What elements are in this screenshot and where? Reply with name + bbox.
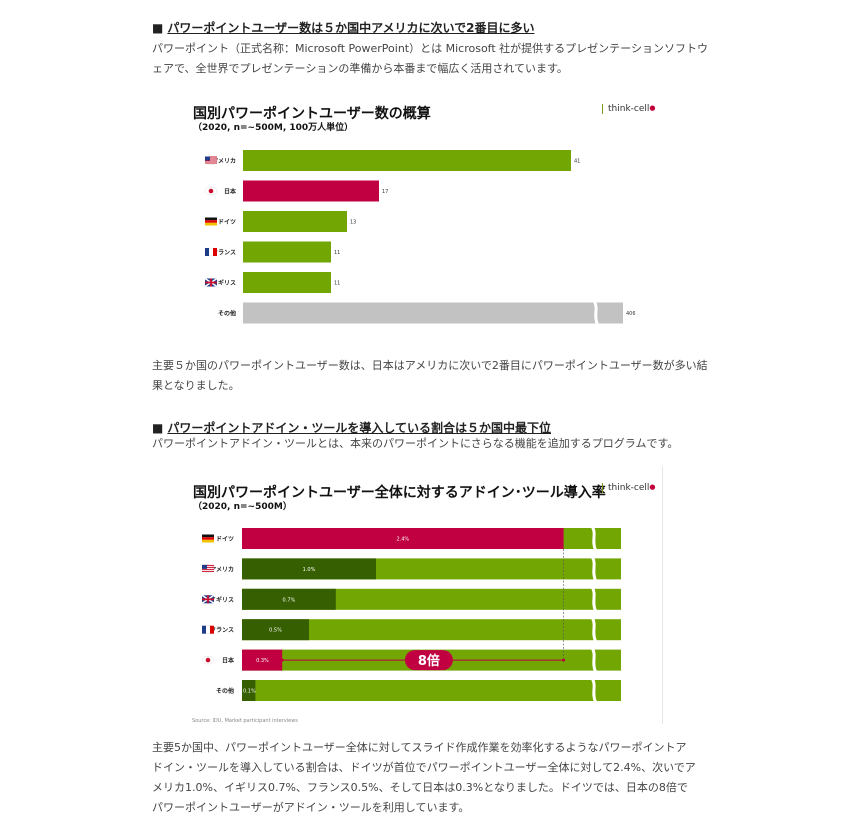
uk-flag-icon [201,594,215,604]
de-flag-icon [201,534,215,543]
chart1-bar [243,272,331,293]
fr-flag-icon [201,625,215,634]
section1-heading: ■ パワーポイントユーザー数は５か国中アメリカに次いで2番目に多い [152,21,535,35]
section2-heading: ■ パワーポイントアドイン・ツールを導入している割合は５か国中最下位 [152,421,551,435]
chart2-axis-break [591,526,597,551]
chart1-svg: アメリカ 41 日本 17 ドイツ 13 フランス 11 イギリス 11 その他 406 [204,150,636,326]
chart2-category-label: ドイツ [216,536,234,543]
chart2-value-label: 0.7% [283,597,296,603]
chart2-bar-segment [242,558,376,580]
de-flag-icon [204,217,218,226]
chart2-bar-total [242,588,621,610]
chart2-annotation-dot [280,658,284,662]
section2-conclusion: 主要5か国中、パワーポイントユーザー全体に対してスライド作成作業を効率化するよう… [152,741,696,814]
chart2-svg: ドイツ 2.4% アメリカ 1.0% イギリス 0.7% フランス 0.5% 日本 0.3% その他… [201,526,621,703]
logo-text-2: think-cell [608,483,650,493]
chart1-category-label: イギリス [212,279,236,287]
chart1-category-label: アメリカ [212,158,236,165]
chart2-value-label: 0.5% [269,628,282,634]
chart2-bar-segment [242,619,309,641]
chart1-category-label: ドイツ [218,219,236,226]
chart2-category-label: フランス [210,627,234,634]
chart1-bar [243,241,331,263]
us-flag-icon [201,564,215,574]
chart1-value-label: 41 [574,159,580,165]
chart1-bar [243,211,347,232]
chart1-value-label: 17 [382,189,388,195]
chart1-bar [243,150,571,171]
fr-flag-icon [204,247,218,257]
chart2-annotation-label: 8倍 [418,653,440,669]
section1-conclusion: 主要５か国のパワーポイントユーザー数は、日本はアメリカに次いで2番目にパワーポイ… [152,359,708,392]
chart2-source: Source: IDU, Market participant intervie… [192,718,298,724]
chart1-value-label: 11 [334,250,340,256]
chart1-title: 国別パワーポイントユーザー数の概算 [193,106,431,122]
section2-heading-text: パワーポイントアドイン・ツールを導入している割合は５か国中最下位 [167,421,551,435]
chart1-axis-break [593,300,599,326]
think-cell-logo-2: think-cell● [602,483,656,493]
jp-flag-icon [204,186,218,196]
chart2-frame-line [662,466,663,724]
chart1-value-label: 406 [626,311,636,317]
chart2-category-label: 日本 [222,657,235,665]
section2-intro: パワーポイントアドイン・ツールとは、本来のパワーポイントにさらなる機能を追加する… [152,437,679,450]
chart2-axis-break [591,556,597,581]
chart2-bar-segment [242,649,283,671]
chart2-subtitle: （2020, n=~500M） [193,502,292,512]
logo-text: think-cell [608,104,650,114]
chart1-subtitle: （2020, n=~500M, 100万人単位） [193,123,354,133]
section1-heading-text: パワーポイントユーザー数は５か国中アメリカに次いで2番目に多い [167,21,535,35]
chart2-value-label: 2.4% [396,537,409,543]
chart2-bar-segment [242,588,336,610]
chart2-bar-segment [242,680,256,701]
section1-intro: パワーポイント（正式名称：Microsoft PowerPoint）とは Mic… [152,42,708,75]
chart2-annotation-dot [562,658,566,662]
chart1-value-label: 13 [350,220,356,226]
chart1-category-label: その他 [218,310,236,318]
chart1-value-label: 11 [334,281,340,287]
chart2-axis-break [591,617,597,642]
chart2-category-label: アメリカ [210,566,234,573]
chart2-category-label: その他 [216,687,234,695]
chart2-bar-segment [242,528,564,549]
think-cell-logo: think-cell● [602,104,656,114]
chart1-bar [243,302,623,324]
chart2-bar-total [242,619,621,641]
chart2-axis-break [591,678,597,703]
chart1-category-label: 日本 [224,188,237,196]
chart2-category-label: イギリス [210,596,234,604]
chart2-annotation-pill [404,650,453,671]
chart1-category-label: フランス [212,250,236,257]
uk-flag-icon [204,277,218,288]
chart1-bar [243,180,379,202]
chart2-value-label: 0.1% [243,689,256,695]
chart2-bar-total [242,680,621,701]
chart2-axis-break [591,647,597,673]
chart2-axis-break [591,587,597,612]
chart2-value-label: 1.0% [303,567,316,573]
chart2-value-label: 0.3% [256,658,269,664]
jp-flag-icon [201,655,215,665]
chart2-title: 国別パワーポイントユーザー全体に対するアドイン･ツール導入率 [193,485,606,501]
us-flag-icon [204,156,218,165]
